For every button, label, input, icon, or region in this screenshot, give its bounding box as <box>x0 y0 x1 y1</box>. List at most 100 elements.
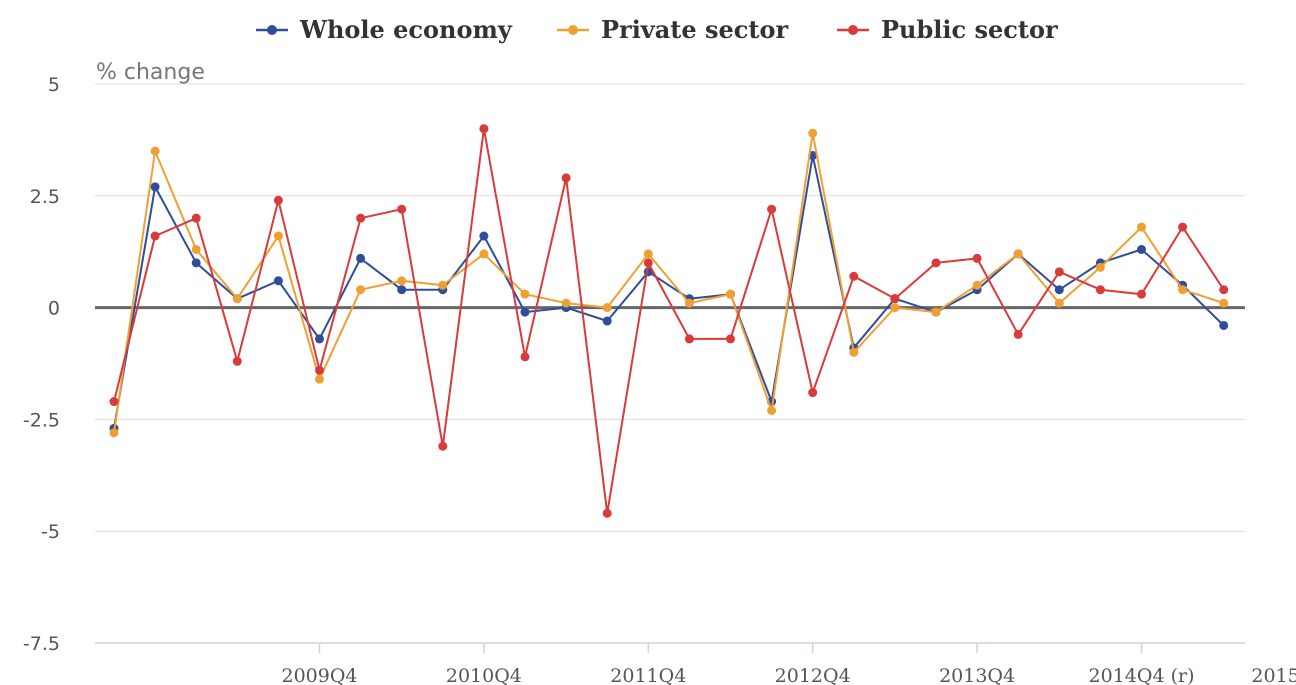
series-private-sector <box>109 128 1229 438</box>
series-layer <box>109 124 1229 518</box>
data-point-public-sector <box>808 388 818 398</box>
data-point-whole-economy <box>1137 244 1146 254</box>
x-tick-label: 2013Q4 <box>939 665 1015 685</box>
y-tick-label: 0 <box>48 298 60 320</box>
data-point-private-sector <box>1178 285 1188 295</box>
data-point-private-sector <box>890 303 900 313</box>
data-point-private-sector <box>397 276 407 286</box>
legend-item-public-sector: Public sector <box>837 15 1058 44</box>
data-point-whole-economy <box>315 334 324 344</box>
data-point-public-sector <box>602 508 612 518</box>
series-whole-economy <box>109 151 1229 433</box>
data-point-public-sector <box>191 213 201 223</box>
legend-marker-public-sector <box>848 25 858 35</box>
x-tick-label: 2015Q4 (p) <box>1251 665 1296 685</box>
data-point-private-sector <box>356 285 366 295</box>
data-point-public-sector <box>397 204 407 214</box>
y-axis-label: % change <box>96 60 205 85</box>
series-public-sector <box>109 124 1229 518</box>
data-point-public-sector <box>150 231 160 241</box>
legend-item-whole-economy: Whole economy <box>256 15 513 44</box>
x-axis: 2009Q4 2010Q4 2011Q4 2012Q4 2013Q4 2014Q4 (r)… <box>95 642 1296 685</box>
x-tick-label: 2009Q4 <box>281 665 357 685</box>
data-point-whole-economy <box>479 231 489 241</box>
data-point-private-sector <box>438 280 448 290</box>
data-point-private-sector <box>972 280 982 290</box>
data-point-private-sector <box>232 294 242 304</box>
data-point-private-sector <box>561 298 571 308</box>
data-point-private-sector <box>273 231 283 241</box>
data-point-private-sector <box>1137 222 1146 232</box>
data-point-private-sector <box>1054 298 1064 308</box>
data-point-public-sector <box>931 258 941 268</box>
grid-lines <box>95 83 1245 644</box>
data-point-private-sector <box>191 244 201 254</box>
data-point-whole-economy <box>191 258 201 268</box>
data-point-public-sector <box>520 352 530 362</box>
y-tick-label: -5 <box>41 521 60 543</box>
data-point-public-sector <box>1054 267 1064 277</box>
x-tick-label: 2010Q4 <box>446 665 522 685</box>
data-point-public-sector <box>1137 289 1146 299</box>
data-point-private-sector <box>315 374 324 384</box>
chart-legend: Whole economy Private sector Public sector <box>256 15 1058 44</box>
y-tick-label: -7.5 <box>23 633 60 655</box>
data-point-private-sector <box>643 249 653 259</box>
data-point-public-sector <box>767 204 777 214</box>
data-point-private-sector <box>479 249 489 259</box>
data-point-public-sector <box>273 195 283 205</box>
data-point-whole-economy <box>356 253 366 263</box>
x-tick-label: 2012Q4 <box>775 665 851 685</box>
data-point-private-sector <box>726 289 735 299</box>
data-point-public-sector <box>232 356 242 366</box>
data-point-private-sector <box>1013 249 1023 259</box>
data-point-whole-economy <box>273 276 283 286</box>
data-point-private-sector <box>684 298 694 308</box>
data-point-private-sector <box>520 289 530 299</box>
legend-label-whole-economy: Whole economy <box>299 15 513 44</box>
data-point-public-sector <box>849 271 859 281</box>
data-point-private-sector <box>931 307 941 317</box>
data-point-whole-economy <box>1054 285 1064 295</box>
data-point-public-sector <box>643 258 653 268</box>
data-point-private-sector <box>767 405 777 415</box>
data-point-whole-economy <box>150 182 160 192</box>
data-point-private-sector <box>1219 298 1229 308</box>
legend-marker-private-sector <box>568 25 578 35</box>
data-point-public-sector <box>1095 285 1105 295</box>
y-axis-ticks: 5 2.5 0 -2.5 -5 -7.5 <box>23 74 60 655</box>
data-point-private-sector <box>808 128 818 138</box>
x-tick-label: 2014Q4 (r) <box>1089 665 1195 685</box>
legend-label-public-sector: Public sector <box>881 15 1058 44</box>
data-point-public-sector <box>890 294 900 304</box>
data-point-whole-economy <box>1219 320 1229 330</box>
data-point-public-sector <box>438 441 448 451</box>
legend-label-private-sector: Private sector <box>601 15 789 44</box>
data-point-private-sector <box>150 146 160 156</box>
data-point-private-sector <box>849 347 859 357</box>
data-point-public-sector <box>561 173 571 183</box>
legend-marker-whole-economy <box>267 25 277 35</box>
data-point-public-sector <box>479 124 489 134</box>
data-point-public-sector <box>1219 285 1229 295</box>
y-tick-label: -2.5 <box>23 409 60 431</box>
data-point-public-sector <box>315 365 324 375</box>
data-point-public-sector <box>356 213 366 223</box>
data-point-private-sector <box>602 303 612 313</box>
data-point-public-sector <box>1013 329 1023 339</box>
data-point-public-sector <box>726 334 735 344</box>
data-point-public-sector <box>972 253 982 263</box>
x-tick-label: 2011Q4 <box>610 665 686 685</box>
series-line-public-sector <box>113 127 1225 515</box>
data-point-private-sector <box>109 428 119 438</box>
data-point-whole-economy <box>602 316 612 326</box>
data-point-public-sector <box>684 334 694 344</box>
data-point-public-sector <box>1178 222 1188 232</box>
legend-item-private-sector: Private sector <box>557 15 789 44</box>
data-point-whole-economy <box>520 307 530 317</box>
y-tick-label: 2.5 <box>30 186 60 208</box>
data-point-whole-economy <box>397 285 407 295</box>
series-line-private-sector <box>113 132 1225 433</box>
y-tick-label: 5 <box>48 74 60 96</box>
